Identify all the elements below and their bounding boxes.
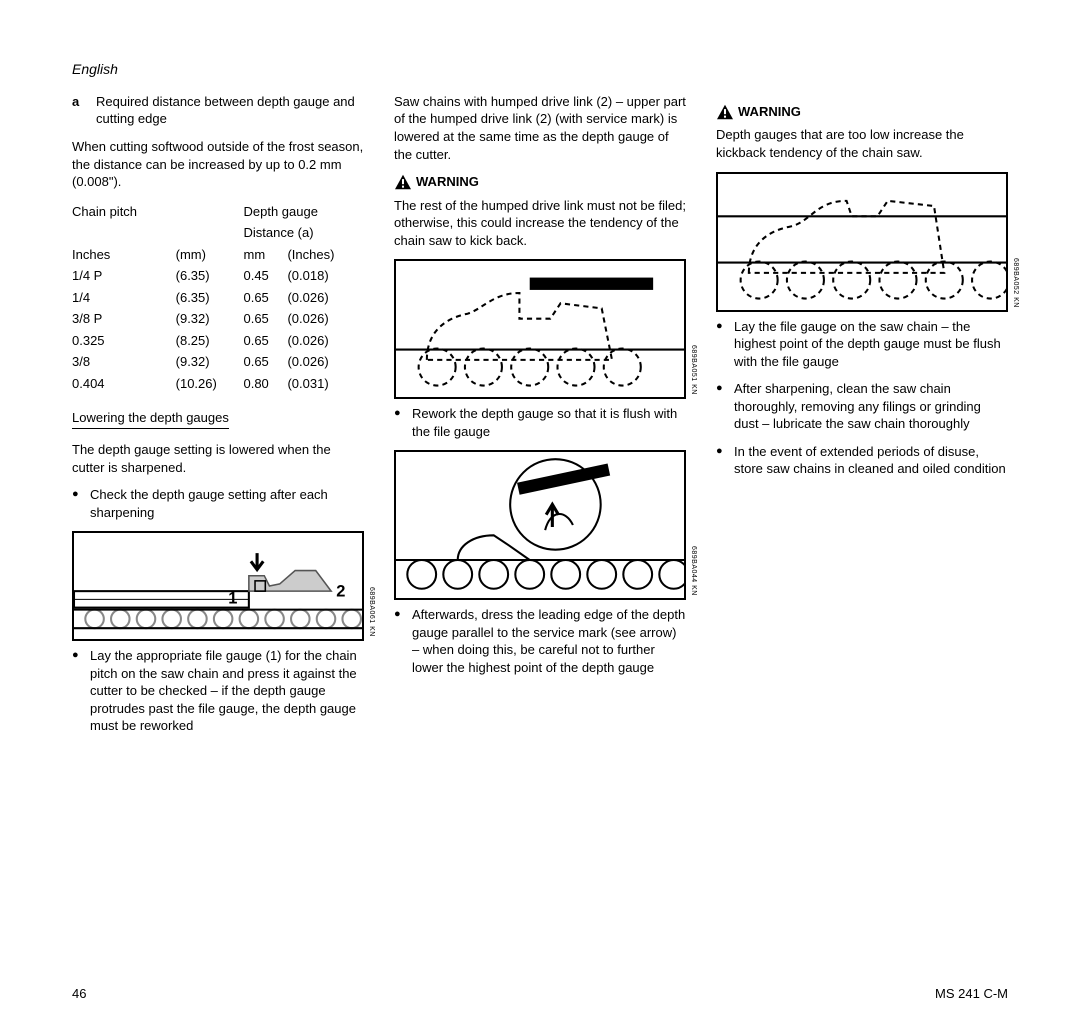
warning-icon	[716, 104, 734, 120]
warning-heading: WARNING	[716, 103, 1008, 121]
table-cell: (0.026)	[287, 330, 364, 352]
table-row: 0.325(8.25)0.65(0.026)	[72, 330, 364, 352]
table-cell: 0.65	[243, 351, 287, 373]
table-row: 3/8 P(9.32)0.65(0.026)	[72, 308, 364, 330]
table-row: 3/8(9.32)0.65(0.026)	[72, 351, 364, 373]
table-cell: (10.26)	[176, 373, 244, 395]
th: Distance (a)	[243, 222, 364, 244]
table-row: 0.404(10.26)0.80(0.031)	[72, 373, 364, 395]
figure-caption: 689BA061 KN	[367, 587, 376, 637]
table-cell: 1/4	[72, 287, 176, 309]
warning-icon	[394, 174, 412, 190]
table-cell: 1/4 P	[72, 265, 176, 287]
table-cell: (0.018)	[287, 265, 364, 287]
table-cell: (0.026)	[287, 308, 364, 330]
table-cell: (0.026)	[287, 351, 364, 373]
figure-2: 689BA051 KN	[394, 259, 686, 399]
table-cell: 0.325	[72, 330, 176, 352]
pitch-table: Chain pitch Depth gauge Distance (a) Inc…	[72, 201, 364, 395]
figure-caption: 689BA052 KN	[1011, 258, 1020, 308]
th	[176, 222, 244, 244]
page-number: 46	[72, 985, 86, 1003]
figure-caption: 689BA044 KN	[689, 546, 698, 596]
th	[72, 222, 176, 244]
warning-heading: WARNING	[394, 173, 686, 191]
bullet-item: After sharpening, clean the saw chain th…	[716, 380, 1008, 433]
figure-caption: 689BA051 KN	[689, 345, 698, 395]
subheading: Lowering the depth gauges	[72, 409, 229, 430]
language-label: English	[72, 60, 1008, 79]
th: (Inches)	[287, 244, 364, 266]
model-label: MS 241 C-M	[935, 985, 1008, 1003]
figure-4: 689BA052 KN	[716, 172, 1008, 312]
warning-label: WARNING	[416, 173, 479, 191]
table-cell: 3/8	[72, 351, 176, 373]
th: Inches	[72, 244, 176, 266]
bullet-item: In the event of extended periods of disu…	[716, 443, 1008, 478]
table-cell: 0.404	[72, 373, 176, 395]
def-letter: a	[72, 93, 86, 128]
th	[176, 201, 244, 223]
table-cell: 0.80	[243, 373, 287, 395]
definition-row: a Required distance between depth gauge …	[72, 93, 364, 128]
th: Chain pitch	[72, 201, 176, 223]
table-cell: 0.65	[243, 308, 287, 330]
def-text: Required distance between depth gauge an…	[96, 93, 364, 128]
svg-text:2: 2	[336, 583, 345, 601]
page-footer: 46 MS 241 C-M	[72, 985, 1008, 1003]
th: (mm)	[176, 244, 244, 266]
figure-3: 689BA044 KN	[394, 450, 686, 600]
bullet-item: Rework the depth gauge so that it is flu…	[394, 405, 686, 440]
bullet-item: Check the depth gauge setting after each…	[72, 486, 364, 521]
pitch-tbody: 1/4 P(6.35)0.45(0.018)1/4(6.35)0.65(0.02…	[72, 265, 364, 394]
column-2: Saw chains with humped drive link (2) – …	[394, 93, 686, 745]
table-cell: 3/8 P	[72, 308, 176, 330]
table-row: 1/4(6.35)0.65(0.026)	[72, 287, 364, 309]
table-cell: 0.65	[243, 330, 287, 352]
warning-label: WARNING	[738, 103, 801, 121]
figure-1: 1 2 689BA061 KN	[72, 531, 364, 641]
table-cell: (0.031)	[287, 373, 364, 395]
table-row: 1/4 P(6.35)0.45(0.018)	[72, 265, 364, 287]
svg-text:1: 1	[228, 590, 237, 608]
column-1: a Required distance between depth gauge …	[72, 93, 364, 745]
para-humped: Saw chains with humped drive link (2) – …	[394, 93, 686, 163]
table-cell: (8.25)	[176, 330, 244, 352]
bullet-item: Lay the appropriate file gauge (1) for t…	[72, 647, 364, 735]
bullet-item: Afterwards, dress the leading edge of th…	[394, 606, 686, 676]
table-cell: 0.65	[243, 287, 287, 309]
column-3: WARNING Depth gauges that are too low in…	[716, 93, 1008, 745]
bullet-item: Lay the file gauge on the saw chain – th…	[716, 318, 1008, 371]
table-cell: (9.32)	[176, 308, 244, 330]
lowered-text: The depth gauge setting is lowered when …	[72, 441, 364, 476]
table-cell: (6.35)	[176, 287, 244, 309]
para-rest: The rest of the humped drive link must n…	[394, 197, 686, 250]
content-columns: a Required distance between depth gauge …	[72, 93, 1008, 745]
table-cell: 0.45	[243, 265, 287, 287]
softwood-note: When cutting softwood outside of the fro…	[72, 138, 364, 191]
para-low: Depth gauges that are too low increase t…	[716, 126, 1008, 161]
table-cell: (0.026)	[287, 287, 364, 309]
table-cell: (6.35)	[176, 265, 244, 287]
table-cell: (9.32)	[176, 351, 244, 373]
th: Depth gauge	[243, 201, 364, 223]
th: mm	[243, 244, 287, 266]
